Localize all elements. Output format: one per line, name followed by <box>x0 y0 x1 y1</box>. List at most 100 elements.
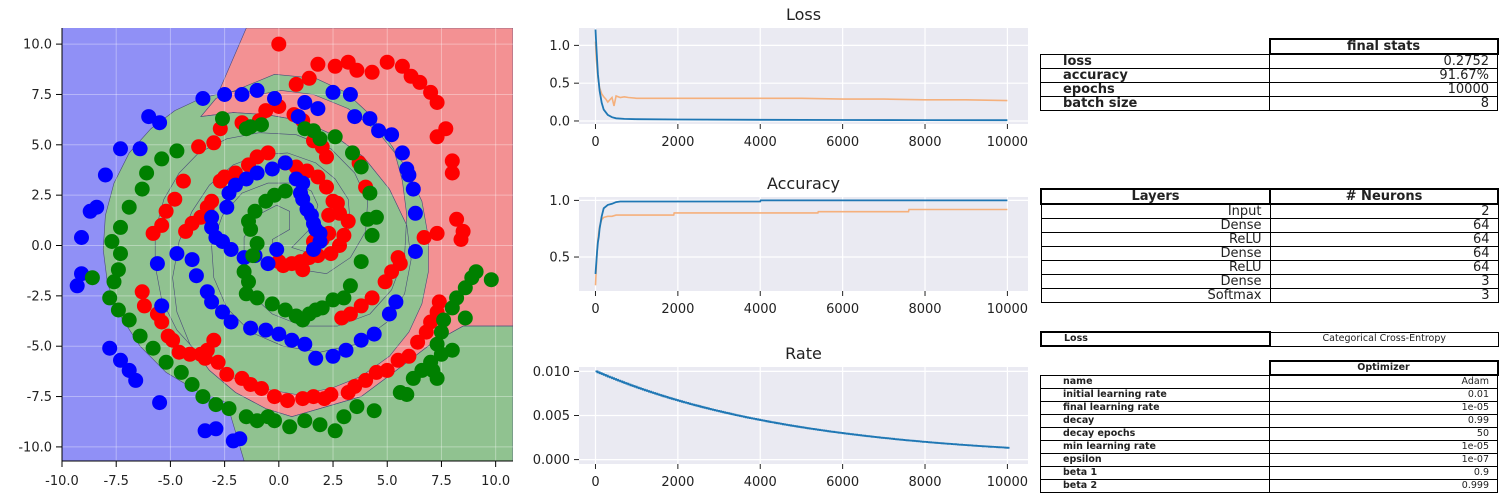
red-point <box>206 135 222 151</box>
optimizer-param-value: 0.01 <box>1269 388 1498 402</box>
layer-name: Dense <box>1040 218 1271 233</box>
y-tick-label: 1.0 <box>549 39 570 54</box>
red-point <box>429 225 445 241</box>
blue-point <box>132 141 148 157</box>
red-point <box>288 76 304 92</box>
x-tick-label: 2000 <box>661 135 694 150</box>
y-tick-label: 0.0 <box>31 239 52 254</box>
table-row: decay epochs 50 <box>1040 427 1498 441</box>
x-tick-label: 2000 <box>661 302 694 317</box>
red-point <box>165 332 181 348</box>
green-point <box>277 302 293 318</box>
optimizer-param-value: Adam <box>1269 374 1498 389</box>
green-point <box>277 183 293 199</box>
green-point <box>249 236 265 251</box>
red-point <box>219 366 235 382</box>
validation-series-line <box>594 41 1008 107</box>
green-point <box>102 290 118 306</box>
blue-point <box>297 336 313 352</box>
layers-header-row: Layers # Neurons <box>1040 188 1499 205</box>
red-point <box>204 193 220 209</box>
green-point <box>327 423 343 439</box>
blue-point <box>82 203 98 219</box>
decision-boundary-scatter-chart: -10.0 -7.5 -5.0 -2.5 0.0 2.5 5.0 7.5 10.0 -10.0 -7… <box>18 28 513 489</box>
green-point <box>121 312 137 328</box>
green-point <box>154 151 170 167</box>
y-tick-label: 0.5 <box>549 77 570 92</box>
green-point <box>169 143 185 159</box>
blue-point <box>141 109 157 125</box>
chart-title: Rate <box>785 344 822 363</box>
y-tick-label: 0.005 <box>533 409 570 424</box>
blue-point <box>407 244 423 259</box>
optimizer-param-label: epsilon <box>1040 453 1270 467</box>
blue-point <box>215 304 230 320</box>
green-point <box>312 131 328 147</box>
table-row: Loss Categorical Cross-Entropy <box>1040 331 1499 347</box>
layer-name: Dense <box>1040 274 1271 289</box>
green-point <box>342 278 358 294</box>
green-point <box>238 286 254 302</box>
blue-point <box>342 87 358 102</box>
blue-point <box>371 123 387 139</box>
optimizer-param-label: min learning rate <box>1040 440 1270 454</box>
green-point <box>353 254 369 270</box>
blue-point <box>97 167 113 183</box>
table-row: Softmax 3 <box>1040 288 1499 303</box>
x-tick-label: -7.5 <box>104 474 129 489</box>
y-tick-label: 5.0 <box>31 138 52 153</box>
red-point <box>271 36 287 52</box>
x-tick-label: 10.0 <box>481 474 510 489</box>
layer-neurons: 2 <box>1269 203 1499 219</box>
x-tick-label: 2.5 <box>323 474 344 489</box>
x-tick-label: 0 <box>591 475 599 490</box>
green-point <box>429 370 445 386</box>
optimizer-param-label: decay <box>1040 414 1270 428</box>
red-point <box>358 372 374 388</box>
stat-label: epochs <box>1040 82 1270 97</box>
y-tick-label: 0.010 <box>533 365 570 380</box>
red-point <box>193 346 209 362</box>
x-tick-label: 7.5 <box>431 474 452 489</box>
green-point <box>113 246 128 262</box>
optimizer-param-value: 50 <box>1269 427 1498 441</box>
blue-point <box>381 306 397 322</box>
green-point <box>110 302 126 318</box>
red-point <box>323 246 339 262</box>
blue-point <box>113 352 128 368</box>
red-point <box>379 362 395 378</box>
green-point <box>121 199 137 215</box>
y-tick-label: 7.5 <box>31 88 52 103</box>
green-point <box>184 377 200 392</box>
table-row: beta 1 0.9 <box>1040 466 1498 480</box>
blue-point <box>384 127 400 143</box>
blue-point <box>325 348 341 364</box>
table-row: epochs 10000 <box>1040 82 1498 97</box>
blue-point <box>154 298 170 314</box>
layers-table: Layers # Neurons Input 2 Dense 64 ReLU 64 D… <box>1040 188 1499 303</box>
blue-point <box>152 395 168 411</box>
blue-point <box>277 155 293 171</box>
blue-point <box>243 320 259 336</box>
green-point <box>436 312 452 328</box>
red-point <box>175 173 191 189</box>
green-point <box>208 397 224 413</box>
layer-name: ReLU <box>1040 260 1271 275</box>
accuracy-chart: Accuracy 0 2000 4000 6000 8000 10000 0.5 1.0 <box>549 174 1028 317</box>
red-point <box>449 211 465 227</box>
green-point <box>364 227 380 243</box>
x-tick-label: 8000 <box>908 135 941 150</box>
green-point <box>399 387 415 402</box>
loss-function-value: Categorical Cross-Entropy <box>1269 331 1499 347</box>
blue-point <box>208 421 224 437</box>
green-point <box>215 111 230 127</box>
green-point <box>449 290 465 306</box>
y-tick-label: -2.5 <box>27 289 52 304</box>
table-row: beta 2 0.999 <box>1040 479 1498 493</box>
blue-point <box>405 181 421 197</box>
blue-point <box>199 284 215 300</box>
red-point <box>394 58 410 74</box>
blue-point <box>306 242 321 257</box>
blue-point <box>310 101 326 117</box>
red-point <box>444 165 460 181</box>
